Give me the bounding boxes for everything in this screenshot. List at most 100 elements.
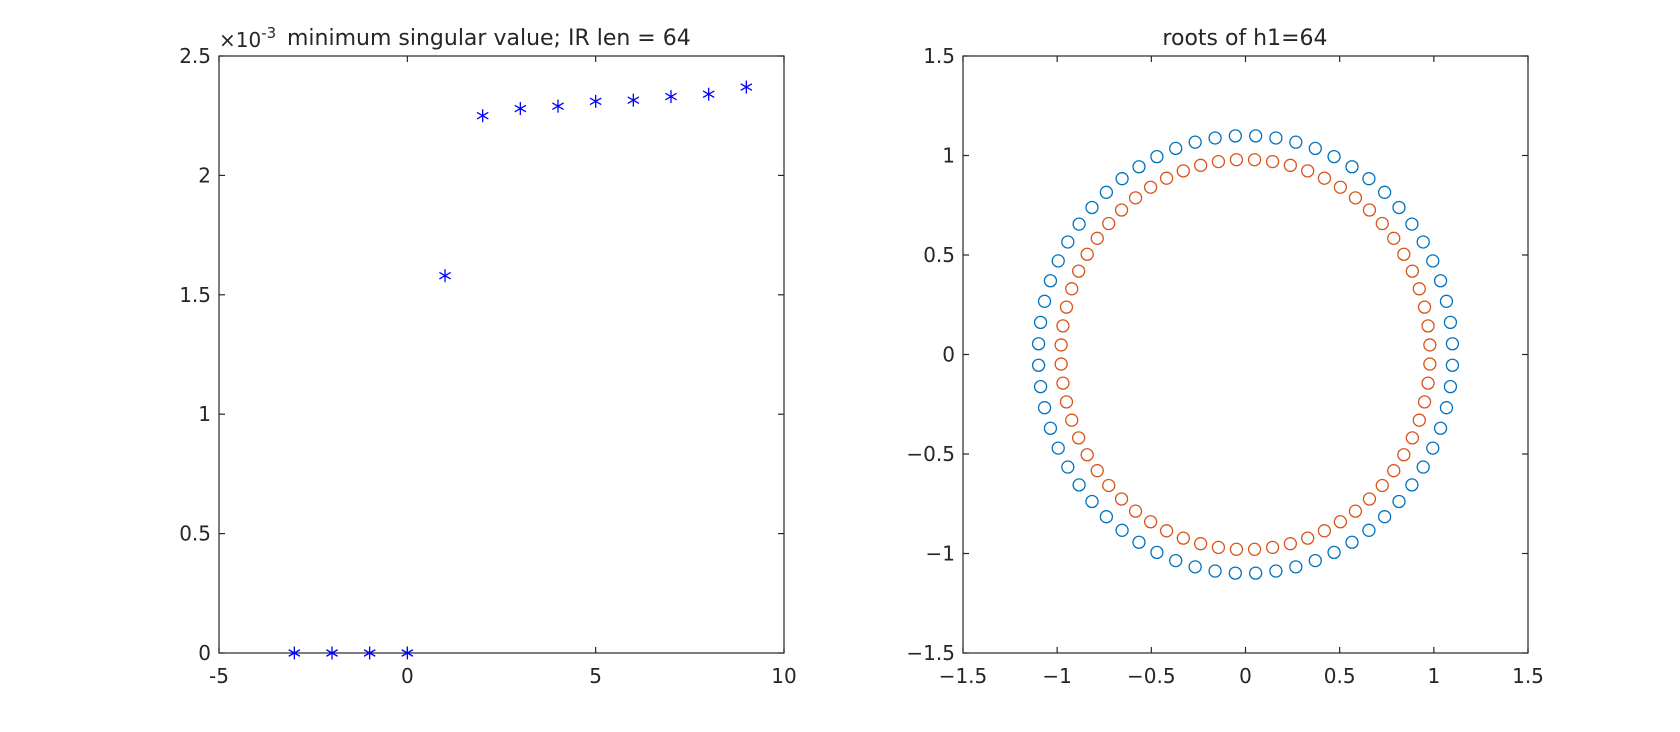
inner-root-marker [1362, 203, 1377, 217]
inner-root-marker [1283, 537, 1297, 551]
asterisk-point [514, 102, 527, 116]
asterisk-point [288, 646, 301, 660]
inner-root-marker [1211, 154, 1226, 169]
outer-root-marker [1269, 131, 1283, 145]
inner-root-marker [1417, 395, 1432, 409]
inner-root-marker [1090, 464, 1104, 478]
x-tick-label: 0 [401, 664, 414, 688]
inner-root-marker [1054, 357, 1068, 371]
inner-root-marker [1421, 376, 1435, 390]
inner-root-marker [1333, 180, 1348, 194]
inner-root-marker [1128, 191, 1143, 205]
inner-root-marker [1194, 537, 1208, 551]
outer-root-marker [1345, 160, 1359, 174]
outer-root-marker [1249, 566, 1263, 580]
outer-root-marker [1188, 560, 1202, 574]
y-tick-label: 2 [198, 163, 211, 187]
y-tick-label: 0 [942, 343, 955, 367]
inner-root-marker [1143, 180, 1158, 194]
asterisk-point [552, 99, 564, 113]
inner-root-marker [1114, 492, 1129, 506]
inner-root-marker [1056, 376, 1070, 390]
outer-root-marker [1362, 172, 1376, 186]
inner-root-marker [1059, 395, 1074, 409]
outer-root-marker [1249, 129, 1263, 143]
inner-root-marker [1362, 492, 1377, 506]
outer-root-marker [1443, 315, 1458, 330]
roots-axes: −1.5 −1 −0.5 0 0.5 1 1.5 −1.5 −1 −0.5 0 0.5 1 1.5 roo… [906, 26, 1543, 688]
exponent-label: ×10-3 [219, 24, 276, 52]
inner-root-marker [1375, 478, 1389, 493]
outer-root-marker [1132, 160, 1146, 174]
outer-root-marker [1043, 274, 1058, 288]
inner-root-marker [1301, 164, 1315, 178]
outer-root-marker [1188, 135, 1202, 149]
inner-root-marker [1090, 231, 1104, 245]
inner-root-marker [1333, 515, 1348, 529]
outer-root-marker [1327, 545, 1341, 560]
inner-root-marker [1397, 448, 1411, 462]
inner-root-marker [1247, 153, 1262, 167]
outer-root-marker [1037, 294, 1052, 308]
inner-root-marker [1128, 504, 1143, 518]
inner-root-marker [1159, 171, 1174, 185]
outer-root-marker [1362, 523, 1376, 537]
inner-root-marker [1405, 264, 1419, 278]
inner-root-marker [1065, 282, 1079, 296]
outer-root-marker [1377, 510, 1392, 524]
y-tick-label: 0.5 [923, 243, 955, 267]
outer-root-marker [1392, 494, 1406, 509]
inner-root-marker [1176, 164, 1190, 178]
outer-root-marker [1439, 401, 1454, 415]
x-tick-label: 0.5 [1324, 664, 1356, 688]
outer-root-marker [1416, 460, 1430, 474]
outer-root-marker [1269, 564, 1283, 578]
outer-root-marker [1043, 421, 1058, 435]
asterisk-point [740, 80, 753, 94]
singular-value-title: minimum singular value; IR len = 64 [287, 26, 691, 51]
asterisk-point [665, 90, 677, 104]
asterisk-point [476, 109, 489, 123]
outer-root-marker [1115, 172, 1129, 186]
inner-root-marker [1317, 524, 1332, 538]
outer-root-marker [1426, 254, 1440, 268]
inner-root-marker [1412, 413, 1426, 427]
inner-root-marker [1102, 216, 1116, 231]
y-tick-label: 0 [198, 641, 211, 665]
inner-root-marker [1194, 158, 1208, 172]
inner-root-marker [1301, 531, 1315, 545]
singular-value-points [288, 80, 753, 660]
outer-root-marker [1033, 379, 1048, 394]
outer-root-marker [1445, 337, 1460, 351]
y-tick-label: −1 [926, 542, 955, 566]
inner-root-marker [1283, 158, 1297, 172]
inner-root-marker [1114, 203, 1129, 217]
inner-root-marker [1265, 540, 1280, 555]
outer-root-marker [1037, 401, 1052, 415]
inner-root-marker [1159, 524, 1174, 538]
y-tick-label: 1.5 [923, 44, 955, 68]
roots-plot-area [962, 55, 1529, 654]
roots-points [1031, 129, 1460, 580]
exponent-base: ×10 [219, 28, 261, 52]
outer-root-marker [1150, 545, 1164, 560]
outer-root-marker [1115, 523, 1129, 537]
y-tick-label: 1.5 [179, 283, 211, 307]
outer-root-marker [1051, 441, 1065, 455]
asterisk-point [401, 646, 414, 660]
inner-root-marker [1072, 264, 1086, 278]
outer-root-marker [1439, 294, 1454, 308]
y-tick-label: 0.5 [179, 522, 211, 546]
asterisk-point [326, 646, 338, 660]
outer-root-marker [1085, 200, 1099, 215]
outer-root-marker [1308, 141, 1322, 156]
inner-root-marker [1417, 300, 1432, 314]
inner-root-marker [1387, 231, 1401, 245]
outer-root-marker [1416, 235, 1430, 249]
inner-root-marker [1080, 247, 1094, 261]
inner-root-marker [1211, 540, 1226, 555]
inner-root-marker [1065, 413, 1079, 427]
